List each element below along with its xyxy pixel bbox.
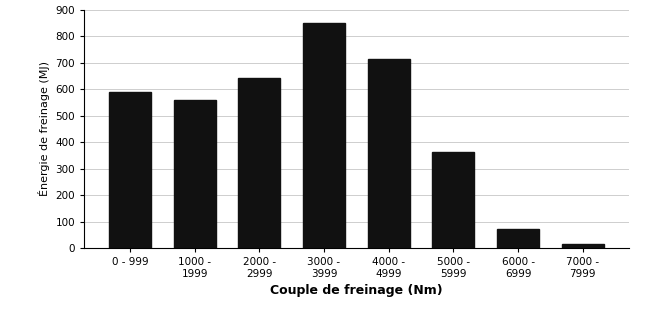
Bar	[303, 23, 345, 248]
X-axis label: Couple de freinage (Nm): Couple de freinage (Nm)	[270, 284, 443, 297]
Y-axis label: Énergie de freinage (MJ): Énergie de freinage (MJ)	[38, 61, 50, 196]
Bar	[109, 92, 151, 248]
Bar	[562, 244, 604, 248]
Bar	[367, 59, 410, 248]
Bar	[497, 229, 539, 248]
Bar	[174, 100, 216, 248]
Bar	[432, 152, 474, 248]
Bar	[238, 78, 281, 248]
